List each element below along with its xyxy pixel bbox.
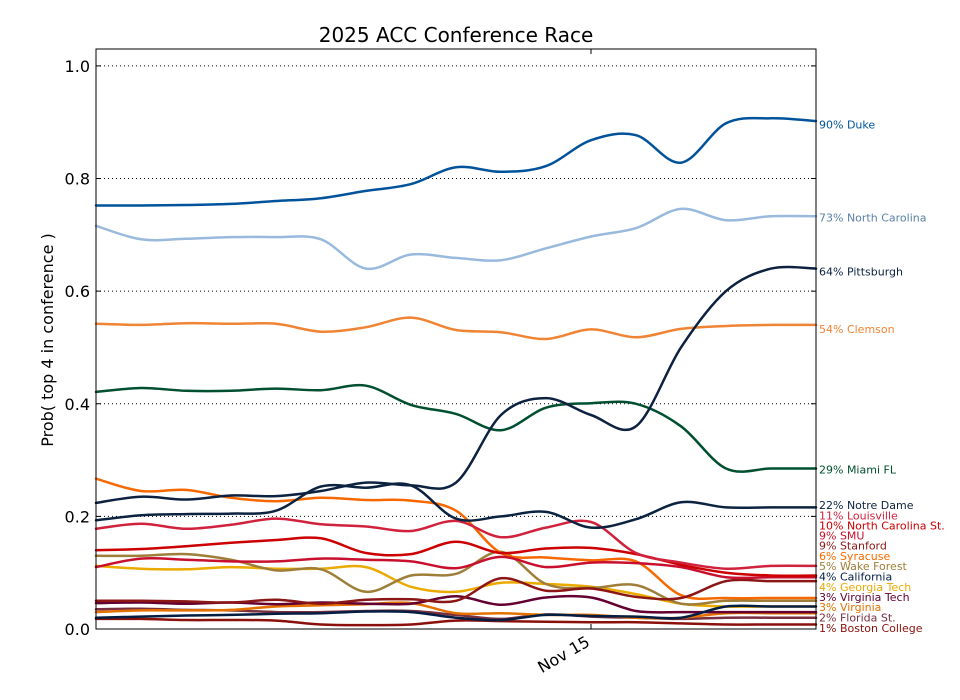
series-label-north-carolina: 73% North Carolina: [819, 211, 926, 224]
x-tick-label: Nov 15: [534, 632, 593, 677]
series-line-pittsburgh: [94, 265, 818, 505]
y-tick-label: 0.4: [65, 395, 90, 414]
y-tick-label: 0.6: [65, 282, 90, 301]
series-label-boston-college: 1% Boston College: [819, 622, 923, 635]
series-label-florida-st: 2% Florida St.: [819, 612, 896, 625]
series-line-miami-fl: [94, 383, 818, 473]
series-line-california: [94, 604, 818, 622]
chart-title: 2025 ACC Conference Race: [319, 23, 594, 47]
y-axis-label: Prob( top 4 in conference ): [38, 233, 57, 447]
y-tick-label: 0.0: [65, 620, 90, 639]
gridlines: [96, 65, 816, 517]
series-label-virginia: 3% Virginia: [819, 601, 881, 614]
series-line-wake-forest: [94, 550, 818, 606]
series-label-syracuse: 6% Syracuse: [819, 550, 890, 563]
series-label-clemson: 54% Clemson: [819, 323, 895, 336]
series-label-notre-dame: 22% Notre Dame: [819, 499, 914, 512]
y-tick-label: 1.0: [65, 57, 90, 76]
series-label-smu: 9% SMU: [819, 530, 864, 543]
series-label-georgia-tech: 4% Georgia Tech: [819, 581, 911, 594]
series-label-wake-forest: 5% Wake Forest: [819, 560, 908, 573]
plot-frame: [95, 48, 817, 630]
series-label-stanford: 9% Stanford: [819, 540, 887, 553]
series-labels: 90% Duke 73% North Carolina 64% Pittsburgh…: [819, 118, 945, 634]
series-lines: [94, 116, 818, 627]
series-line-smu: [94, 555, 818, 580]
series-label-miami-fl: 29% Miami FL: [819, 464, 897, 477]
series-line-north-carolina-st: [94, 536, 818, 577]
series-line-notre-dame: [94, 482, 818, 530]
series-line-north-carolina: [94, 207, 818, 271]
y-tick-label: 0.8: [65, 170, 90, 189]
series-line-stanford: [94, 577, 818, 605]
series-label-pittsburgh: 64% Pittsburgh: [819, 265, 903, 278]
series-line-syracuse: [94, 477, 818, 600]
series-label-california: 4% California: [819, 571, 892, 584]
series-label-virginia-tech: 3% Virginia Tech: [819, 591, 910, 604]
series-label-louisville: 11% Louisville: [819, 509, 898, 522]
series-line-virginia: [94, 601, 818, 620]
series-label-duke: 90% Duke: [819, 118, 875, 131]
axis-ticks: 0.0 0.2 0.4 0.6 0.8 1.0 Nov 15: [65, 49, 816, 677]
series-label-north-carolina-st: 10% North Carolina St.: [819, 519, 945, 532]
y-tick-label: 0.2: [65, 507, 90, 526]
series-line-boston-college: [94, 617, 818, 627]
series-line-clemson: [94, 316, 818, 341]
series-line-louisville: [94, 517, 818, 571]
series-line-duke: [94, 116, 818, 207]
